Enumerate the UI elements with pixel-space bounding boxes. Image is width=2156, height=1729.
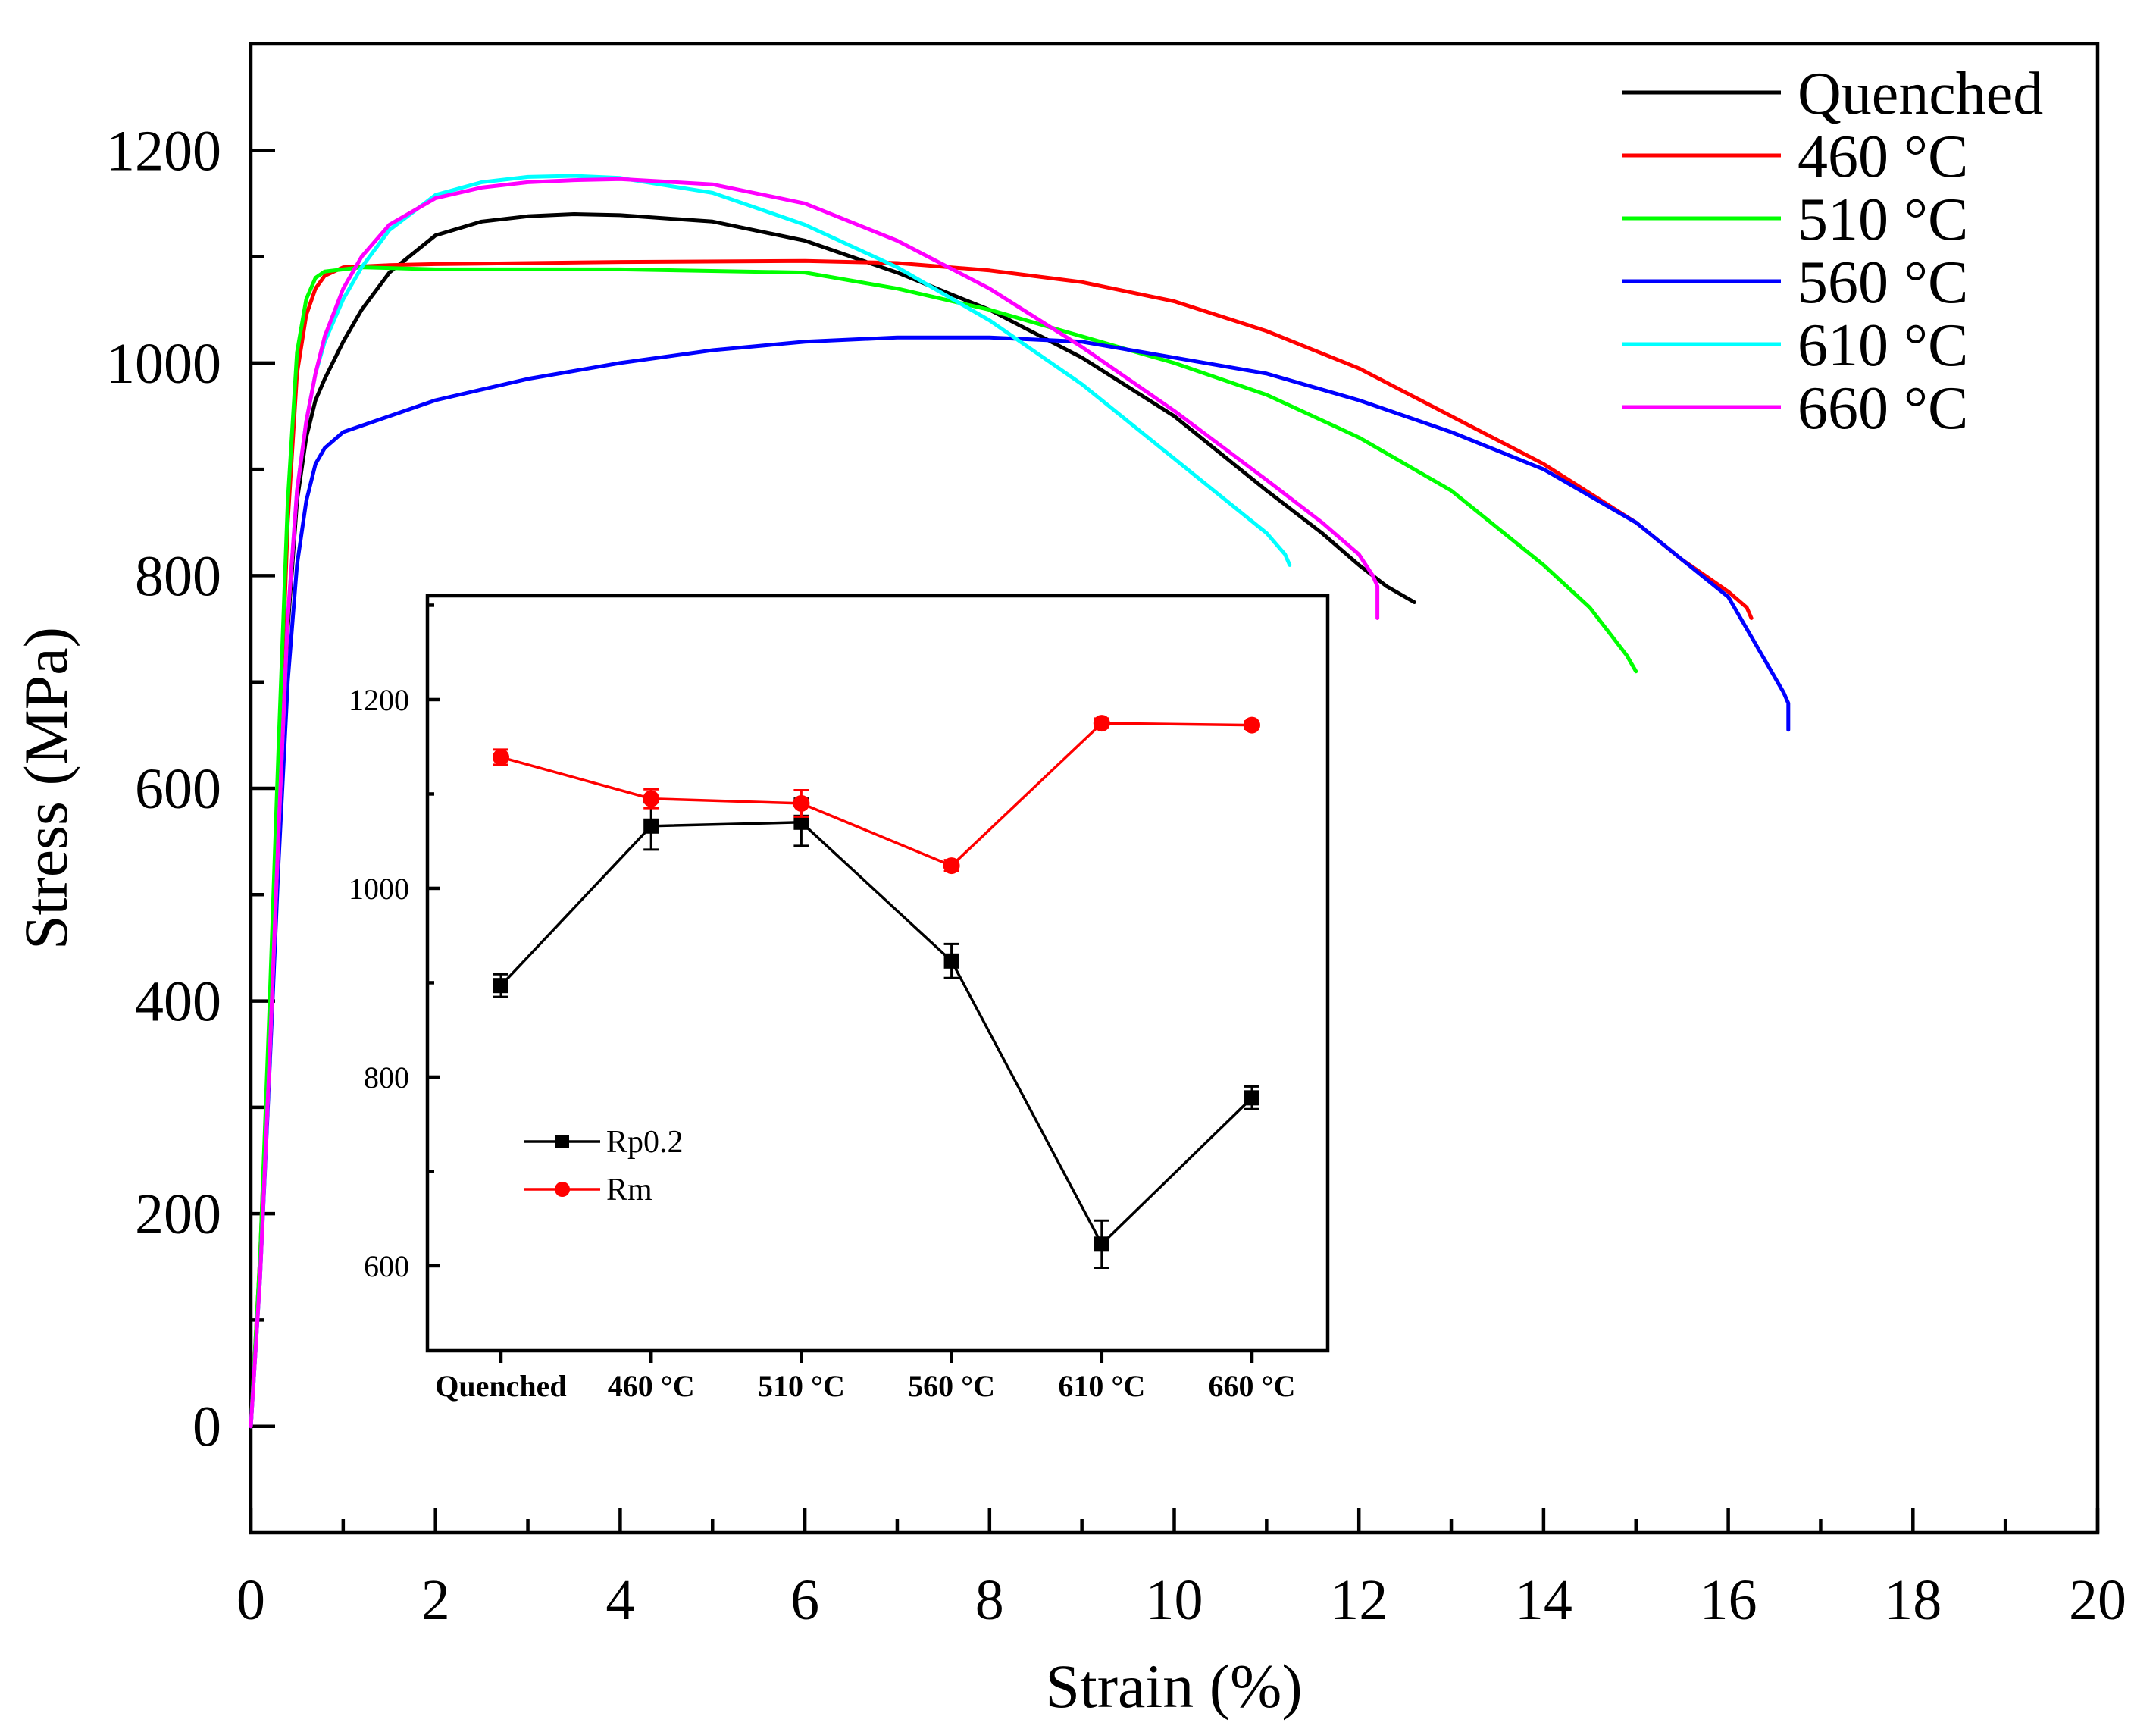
y-tick-label: 800	[135, 544, 221, 608]
inset-legend: Rp0.2 Rm	[524, 1125, 684, 1207]
inset-point-circle	[643, 790, 660, 807]
inset-point-circle	[793, 794, 810, 812]
x-tick-label: 20	[2069, 1568, 2126, 1632]
inset-background	[427, 596, 1328, 1351]
main-curves	[249, 174, 1791, 1429]
series-line-5	[249, 177, 1380, 1429]
inset-y-tick-label: 1000	[349, 872, 409, 906]
x-tick-label: 18	[1884, 1568, 1942, 1632]
x-tick-label: 10	[1146, 1568, 1203, 1632]
x-tick-label: 4	[605, 1568, 634, 1632]
inset-category-label: 660 °C	[1209, 1369, 1296, 1403]
x-axis-title: Strain (%)	[1045, 1652, 1302, 1721]
inset-plot: Quenched 460 °C 510 °C 560 °C 610 °C 660 °C 60…	[349, 594, 1330, 1403]
x-tick-label: 8	[975, 1568, 1004, 1632]
inset-y-tick-label: 600	[364, 1249, 409, 1283]
series-line-2	[249, 265, 1638, 1429]
inset-category-label: 610 °C	[1058, 1369, 1145, 1403]
legend-label: 610 °C	[1798, 312, 1968, 379]
inset-y-tick-label: 800	[364, 1060, 409, 1095]
inset-category-label: 510 °C	[758, 1369, 845, 1403]
inset-point-square	[943, 953, 959, 969]
inset-point-square	[1094, 1236, 1109, 1252]
inset-legend-marker	[555, 1182, 570, 1197]
inset-series-line-1	[500, 722, 1253, 868]
y-tick-label: 1200	[106, 119, 221, 183]
legend-label: 560 °C	[1798, 249, 1968, 316]
y-tick-label: 0	[192, 1395, 221, 1459]
inset-ticks: Quenched 460 °C 510 °C 560 °C 610 °C 660 °C 60…	[349, 603, 1296, 1403]
x-tick-label: 0	[236, 1568, 265, 1632]
x-tick-label: 12	[1330, 1568, 1388, 1632]
series-line-3	[249, 335, 1791, 1429]
inset-series-line-0	[499, 821, 1253, 1247]
y-tick-label: 200	[135, 1182, 221, 1246]
legend-label: Quenched	[1798, 61, 2043, 127]
legend-label: 660 °C	[1798, 375, 1968, 442]
inset-point-square	[643, 818, 659, 834]
inset-point-circle	[1093, 715, 1110, 732]
inset-category-label: Quenched	[435, 1369, 566, 1403]
inset-point-square	[493, 978, 508, 994]
x-tick-label: 2	[421, 1568, 450, 1632]
y-tick-label: 600	[135, 757, 221, 821]
inset-legend-label: Rp0.2	[606, 1125, 684, 1160]
inset-point-square	[1244, 1090, 1259, 1106]
legend-label: 460 °C	[1798, 124, 1968, 190]
legend-label: 510 °C	[1798, 186, 1968, 253]
x-tick-label: 16	[1700, 1568, 1757, 1632]
inset-legend-label: Rm	[606, 1173, 652, 1207]
inset-point-circle	[943, 857, 960, 875]
inset-category-label: 460 °C	[608, 1369, 695, 1403]
inset-series	[493, 715, 1260, 1269]
x-tick-label: 14	[1515, 1568, 1572, 1632]
inset-legend-marker	[555, 1135, 569, 1148]
y-tick-label: 1000	[106, 332, 221, 396]
y-axis-title: Stress (MPa)	[11, 627, 80, 950]
x-tick-label: 6	[790, 1568, 819, 1632]
inset-point-square	[793, 814, 809, 830]
inset-frame	[425, 594, 1330, 1353]
inset-point-circle	[1244, 716, 1260, 734]
inset-category-label: 560 °C	[908, 1369, 995, 1403]
inset-point-circle	[493, 748, 509, 766]
inset-y-tick-label: 1200	[349, 683, 409, 717]
y-tick-label: 400	[135, 970, 221, 1034]
